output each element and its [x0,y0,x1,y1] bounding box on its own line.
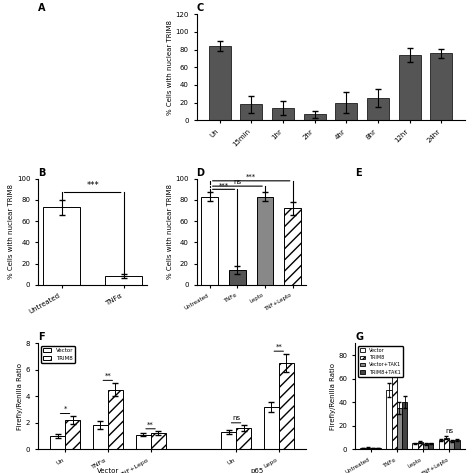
Bar [386,390,392,449]
Bar [264,407,279,449]
Text: ns: ns [445,428,453,434]
Text: ns: ns [232,415,240,421]
Text: G: G [355,333,363,342]
Bar [371,448,376,449]
Bar [105,276,142,285]
Bar [221,432,236,449]
Bar [365,447,371,449]
Bar [209,46,231,120]
Text: **: ** [275,344,282,350]
Bar [402,402,407,449]
Y-axis label: % Cells with nuclear TRIM8: % Cells with nuclear TRIM8 [167,20,173,115]
Bar [108,390,123,449]
Y-axis label: % Cells with nuclear TRIM8: % Cells with nuclear TRIM8 [167,184,173,279]
Bar [304,114,326,120]
Bar [360,448,365,449]
Bar [392,367,397,449]
Bar [236,428,251,449]
Bar [376,448,381,449]
Bar [257,197,273,285]
Bar [136,435,151,449]
Bar [444,438,449,449]
Y-axis label: % Cells with nuclear TRIM8: % Cells with nuclear TRIM8 [8,184,14,279]
Bar [272,108,294,120]
Bar [50,436,65,449]
Bar [367,98,389,120]
Legend: Vector, TRIM8: Vector, TRIM8 [41,346,75,363]
Bar [449,441,454,449]
Bar [151,433,165,449]
Text: **: ** [147,421,154,428]
Text: ***: *** [246,174,256,180]
Bar [201,197,218,285]
Bar [412,444,418,449]
Text: D: D [197,168,204,178]
Text: **: ** [393,349,400,355]
Text: A: A [38,3,46,13]
Y-axis label: Firefly/Renilla Ratio: Firefly/Renilla Ratio [17,363,23,430]
Bar [65,420,80,449]
Bar [229,270,246,285]
Text: E: E [355,168,362,178]
Bar [438,440,444,449]
Text: ***: *** [86,181,99,190]
Text: ***: *** [219,182,228,188]
Bar [454,440,460,449]
Bar [43,207,80,285]
Text: C: C [197,3,204,13]
Bar [240,105,263,120]
Bar [279,363,294,449]
Text: ns: ns [233,179,241,185]
Bar [93,426,108,449]
Bar [399,55,421,120]
Legend: Vector, TRIM8, Vector+TAK1, TRIM8+TAK1: Vector, TRIM8, Vector+TAK1, TRIM8+TAK1 [357,346,403,377]
Bar [430,53,452,120]
Bar [397,408,402,449]
Bar [284,209,301,285]
Text: F: F [38,333,45,342]
Text: p65: p65 [251,468,264,473]
Bar [428,444,433,449]
Text: Vector: Vector [97,468,119,473]
Bar [418,442,423,449]
Bar [335,103,357,120]
Text: **: ** [104,373,111,379]
Y-axis label: Firefly/Renilla Ratio: Firefly/Renilla Ratio [330,363,336,430]
Text: *: * [64,406,67,412]
Bar [423,444,428,449]
Text: B: B [38,168,46,178]
